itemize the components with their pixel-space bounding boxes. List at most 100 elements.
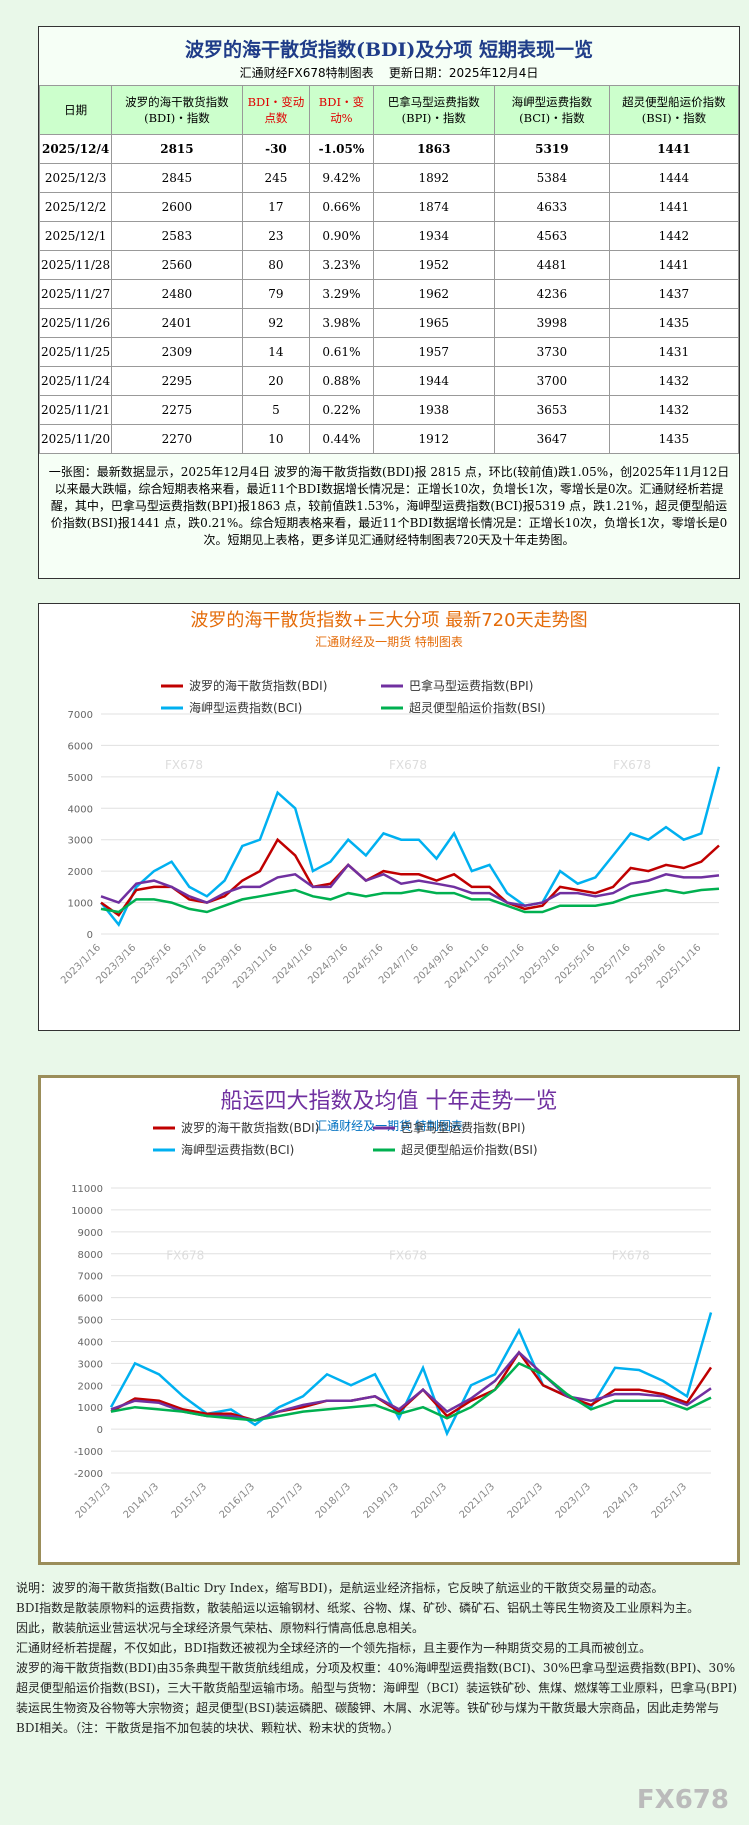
table-row: 2025/11/26 2401 92 3.98% 1965 3998 1435: [38, 308, 740, 338]
chart-subtitle: 汇通财经及一期货 特制图表: [315, 634, 463, 649]
table-cell: 2025/12/3: [38, 163, 113, 193]
y-tick-label: 9000: [78, 1228, 103, 1239]
table-cell: 3998: [493, 308, 610, 338]
table-cell: 3730: [493, 337, 610, 367]
y-tick-label: 4000: [78, 1337, 103, 1348]
y-tick-label: 6000: [68, 741, 93, 752]
y-tick-label: -1000: [74, 1447, 103, 1458]
legend-label: 超灵便型船运价指数(BSI): [409, 700, 546, 715]
column-header: BDI・变动%: [309, 85, 374, 135]
y-tick-label: 6000: [78, 1294, 103, 1305]
table-cell: 1432: [608, 395, 740, 425]
series-line: [110, 1361, 712, 1422]
table-cell: 5384: [493, 163, 610, 193]
table-cell: 2401: [111, 308, 243, 338]
table-row: 2025/11/21 2275 5 0.22% 1938 3653 1432: [38, 395, 740, 425]
y-tick-label: 1000: [78, 1403, 103, 1414]
series-line: [100, 887, 720, 914]
y-tick-label: 7000: [68, 710, 93, 721]
legend-label: 超灵便型船运价指数(BSI): [401, 1142, 538, 1157]
table-cell: 1874: [372, 192, 495, 222]
table-cell: 0.90%: [309, 221, 374, 251]
table-cell: 2845: [111, 163, 243, 193]
maker: 汇通财经FX678特制图表: [239, 66, 374, 80]
legend-label: 海岬型运费指数(BCI): [181, 1142, 294, 1157]
series-line: [100, 766, 721, 927]
x-tick-label: 2020/1/3: [410, 1481, 450, 1521]
table-cell: 92: [241, 308, 311, 338]
x-tick-label: 2013/1/3: [74, 1481, 114, 1521]
summary: 一张图：最新数据显示，2025年12月4日 波罗的海干散货指数(BDI)报 28…: [48, 465, 730, 547]
x-tick-label: 2022/1/3: [506, 1481, 546, 1521]
table-cell: 1431: [608, 337, 740, 367]
update-date: 更新日期：2025年12月4日: [388, 66, 539, 80]
table-cell: 0.44%: [309, 424, 374, 454]
table-cell: 3.98%: [309, 308, 374, 338]
table-cell: 2600: [111, 192, 243, 222]
watermark: FX678: [389, 758, 427, 772]
table-cell: 3.29%: [309, 279, 374, 309]
y-tick-label: 5000: [78, 1316, 103, 1327]
legend-label: 巴拿马型运费指数(BPI): [409, 678, 533, 693]
table-cell: 9.42%: [309, 163, 374, 193]
y-tick-label: 5000: [68, 773, 93, 784]
table-cell: 4236: [493, 279, 610, 309]
table-cell: 1442: [608, 221, 740, 251]
y-tick-label: -2000: [74, 1469, 103, 1480]
table-cell: 3653: [493, 395, 610, 425]
table-cell: 1435: [608, 424, 740, 454]
legend-label: 波罗的海干散货指数(BDI): [189, 678, 327, 693]
table-cell: 2025/11/24: [38, 366, 113, 396]
table-cell: -30: [241, 134, 311, 164]
chart-panel: 波罗的海干散货指数+三大分项 最新720天走势图 汇通财经及一期货 特制图表 0 10…: [38, 603, 740, 1031]
table-cell: 1938: [372, 395, 495, 425]
table-row: 2025/11/20 2270 10 0.44% 1912 3647 1435: [38, 424, 740, 454]
table-cell: 2560: [111, 250, 243, 280]
watermark: FX678: [612, 1248, 650, 1262]
table-panel: 波罗的海干散货指数(BDI)及分项 短期表现一览 汇通财经FX678特制图表 更…: [38, 26, 740, 579]
table-cell: 1912: [372, 424, 495, 454]
table-cell: 1444: [608, 163, 740, 193]
table-cell: 2025/11/28: [38, 250, 113, 280]
table-cell: 245: [241, 163, 311, 193]
table-row: 2025/11/25 2309 14 0.61% 1957 3730 1431: [38, 337, 740, 367]
data-table: 日期 波罗的海干散货指数(BDI)・指数 BDI・变动点数 BDI・变动% 巴拿马型运费…: [38, 85, 740, 454]
table-cell: 2025/11/25: [38, 337, 113, 367]
table-cell: 1944: [372, 366, 495, 396]
table-cell: -1.05%: [309, 134, 374, 164]
column-header: 海岬型运费指数(BCI)・指数: [493, 85, 610, 135]
table-row: 2025/12/4 2815 -30 -1.05% 1863 5319 1441: [38, 134, 740, 164]
table-cell: 1435: [608, 308, 740, 338]
table-row: 2025/12/2 2600 17 0.66% 1874 4633 1441: [38, 192, 740, 222]
y-tick-label: 2000: [78, 1381, 103, 1392]
y-tick-label: 3000: [68, 836, 93, 847]
table-cell: 1892: [372, 163, 495, 193]
x-tick-label: 2018/1/3: [314, 1481, 354, 1521]
table-row: 2025/12/3 2845 245 9.42% 1892 5384 1444: [38, 163, 740, 193]
chart-title: 船运四大指数及均值 十年走势一览: [221, 1089, 558, 1114]
column-header: 波罗的海干散货指数(BDI)・指数: [111, 85, 243, 135]
table-cell: 1441: [608, 250, 740, 280]
table-cell: 2025/11/21: [38, 395, 113, 425]
table-cell: 2025/11/27: [38, 279, 113, 309]
y-tick-label: 11000: [71, 1184, 103, 1195]
note: 说明：波罗的海干散货指数(Baltic Dry Index，缩写BDI)，是航运…: [16, 1581, 664, 1595]
y-tick-label: 1000: [68, 899, 93, 910]
table-cell: 2583: [111, 221, 243, 251]
table-cell: 1957: [372, 337, 495, 367]
table-cell: 2275: [111, 395, 243, 425]
table-cell: 1437: [608, 279, 740, 309]
table-cell: 5: [241, 395, 311, 425]
table-cell: 2025/11/20: [38, 424, 113, 454]
table-cell: 23: [241, 221, 311, 251]
table-subtitle: 汇通财经FX678特制图表 更新日期：2025年12月4日: [39, 64, 739, 81]
column-header: 巴拿马型运费指数(BPI)・指数: [372, 85, 495, 135]
y-tick-label: 10000: [71, 1206, 103, 1217]
table-cell: 10: [241, 424, 311, 454]
column-header: 超灵便型船运价指数(BSI)・指数: [608, 85, 740, 135]
legend-label: 波罗的海干散货指数(BDI): [181, 1120, 319, 1135]
table-cell: 0.88%: [309, 366, 374, 396]
table-row: 2025/12/1 2583 23 0.90% 1934 4563 1442: [38, 221, 740, 251]
note: BDI指数是散装原物料的运费指数，散装船运以运输钢材、纸浆、谷物、煤、矿砂、磷矿…: [16, 1601, 700, 1615]
